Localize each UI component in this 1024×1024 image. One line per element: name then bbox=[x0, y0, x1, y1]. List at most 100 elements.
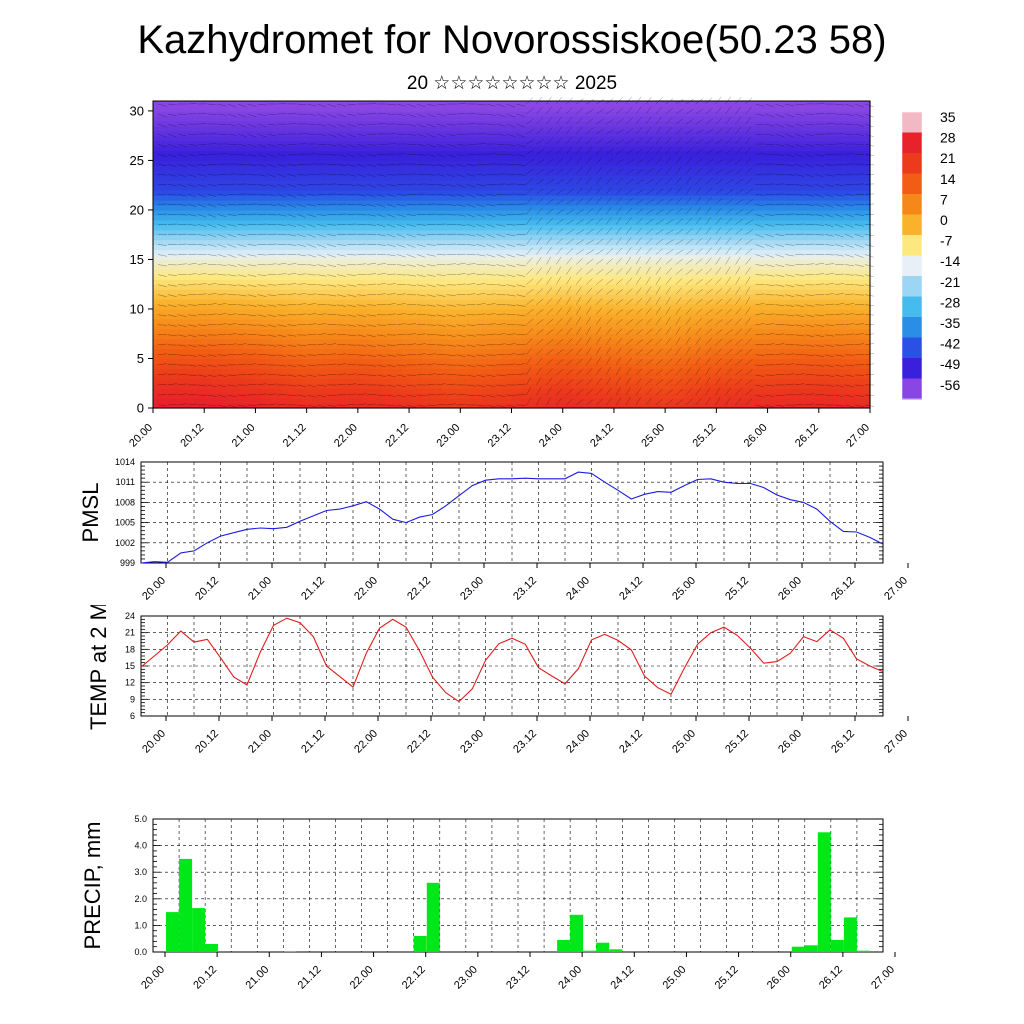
x-tick-label: 22.00 bbox=[348, 964, 376, 992]
y-tick-label: 5.0 bbox=[134, 814, 147, 824]
precip-bar bbox=[804, 945, 818, 952]
temperature-wind-cross-section: 0 5 10 15 20 25 30 20.00 20.12 21.00 21.12 22.00 22.… bbox=[127, 96, 960, 450]
x-tick-label: 23.00 bbox=[458, 728, 486, 756]
x-tick-label: 24.00 bbox=[556, 964, 584, 992]
colorbar-label: 7 bbox=[940, 191, 948, 207]
y-tick-label: 9 bbox=[130, 694, 135, 704]
x-tick-label: 26.12 bbox=[817, 964, 845, 992]
x-tick-label: 20.12 bbox=[178, 422, 206, 450]
colorbar-label: -35 bbox=[940, 315, 960, 331]
colorbar-swatch bbox=[902, 173, 922, 195]
colorbar-swatch bbox=[902, 296, 922, 318]
x-tick-label: 22.12 bbox=[405, 728, 433, 756]
y-axis-title: PMSL bbox=[78, 483, 103, 543]
series-line bbox=[140, 471, 884, 564]
y-tick-label: 15 bbox=[125, 661, 135, 671]
x-tick-label: 24.12 bbox=[588, 422, 616, 450]
x-tick-label: 26.00 bbox=[776, 728, 804, 756]
x-tick-label: 21.12 bbox=[281, 422, 309, 450]
page-subtitle: 20 ☆☆☆☆☆☆☆☆ 2025 bbox=[406, 73, 618, 94]
x-tick-label: 24.12 bbox=[608, 964, 636, 992]
precip-bar bbox=[192, 908, 206, 952]
y-tick-label: 1005 bbox=[115, 518, 135, 528]
x-tick-label: 22.00 bbox=[332, 422, 360, 450]
x-tick-label: 24.12 bbox=[617, 575, 645, 600]
pmsl-chart: 999 1002 1005 1008 1011 1014 20.00 20.12 21.00 21… bbox=[78, 457, 910, 600]
y-tick-label: 30 bbox=[130, 103, 144, 118]
x-tick-label: 26.00 bbox=[742, 422, 770, 450]
grid bbox=[153, 819, 883, 952]
precip-bar bbox=[817, 832, 831, 952]
x-tick-label: 25.00 bbox=[661, 964, 689, 992]
x-tick-label: 21.12 bbox=[299, 728, 327, 756]
precip-bar bbox=[830, 940, 844, 952]
colorbar-swatch bbox=[902, 112, 922, 134]
colorbar: 35 28 21 14 7 0 -7 -14 -21 -28 -35 -42 -49 -56 bbox=[901, 109, 960, 400]
y-tick-label: 20 bbox=[130, 202, 144, 217]
y-tick-label: 25 bbox=[130, 153, 144, 168]
precip-bar bbox=[179, 858, 193, 952]
y-tick-label: 0 bbox=[137, 401, 144, 416]
x-tick-label: 27.00 bbox=[844, 422, 872, 450]
x-tick-label: 27.00 bbox=[882, 728, 910, 756]
y-axis-title: PRECIP, mm bbox=[80, 822, 105, 950]
x-tick-label: 23.12 bbox=[511, 728, 539, 756]
y-tick-label: 3.0 bbox=[134, 867, 147, 877]
y-tick-label: 1002 bbox=[115, 538, 135, 548]
x-tick-label: 24.12 bbox=[617, 728, 645, 756]
colorbar-swatch bbox=[902, 194, 922, 216]
x-tick-label: 24.00 bbox=[564, 575, 592, 600]
x-tick-label: 22.12 bbox=[400, 964, 428, 992]
x-tick-label: 20.00 bbox=[140, 575, 168, 600]
x-tick-label: 20.12 bbox=[193, 728, 221, 756]
y-tick-label: 6 bbox=[130, 711, 135, 721]
x-tick-label: 27.00 bbox=[882, 575, 910, 600]
x-tick-label: 25.12 bbox=[723, 728, 751, 756]
colorbar-swatch bbox=[902, 153, 922, 175]
y-tick-label: 5 bbox=[137, 351, 144, 366]
x-tick-label: 25.12 bbox=[723, 575, 751, 600]
y-tick-label: 12 bbox=[125, 678, 135, 688]
plot-frame bbox=[152, 818, 884, 953]
x-tick-label: 26.12 bbox=[793, 422, 821, 450]
x-tick-label: 21.00 bbox=[230, 422, 258, 450]
x-tick-label: 27.00 bbox=[869, 964, 897, 992]
x-tick-label: 26.12 bbox=[829, 575, 857, 600]
colorbar-label: 35 bbox=[940, 109, 956, 125]
x-tick-label: 26.12 bbox=[829, 728, 857, 756]
plot-frame bbox=[140, 461, 884, 564]
x-tick-label: 23.12 bbox=[486, 422, 514, 450]
y-tick-label: 1008 bbox=[115, 497, 135, 507]
precip-bar bbox=[557, 940, 571, 952]
y-axis-title: TEMP at 2 M bbox=[86, 605, 111, 730]
x-tick-label: 24.00 bbox=[537, 422, 565, 450]
precip-bar bbox=[843, 917, 857, 952]
x-tick-label: 25.00 bbox=[670, 728, 698, 756]
y-tick-label: 1014 bbox=[115, 457, 135, 467]
x-tick-label: 20.12 bbox=[193, 575, 221, 600]
colorbar-label: -49 bbox=[940, 356, 960, 372]
precip-bar bbox=[283, 951, 297, 952]
x-tick-label: 25.00 bbox=[639, 422, 667, 450]
colorbar-swatch bbox=[902, 276, 922, 298]
x-tick-label: 26.00 bbox=[776, 575, 804, 600]
page-title: Kazhydromet for Novorossiskoe(50.23 58) bbox=[137, 18, 887, 62]
temp-2m-chart: 6 9 12 15 18 21 24 20.00 20.12 21.00 21.12 22.00 22.… bbox=[86, 605, 910, 756]
y-tick-label: 2.0 bbox=[134, 894, 147, 904]
precip-bar bbox=[166, 912, 179, 952]
colorbar-swatch bbox=[902, 214, 922, 236]
y-tick-label: 10 bbox=[130, 301, 144, 316]
temp-2m-series bbox=[140, 617, 884, 703]
colorbar-swatch bbox=[902, 255, 922, 277]
colorbar-label: 21 bbox=[940, 150, 956, 166]
x-tick-label: 20.00 bbox=[139, 964, 167, 992]
y-tick-label: 18 bbox=[125, 644, 135, 654]
x-tick-label: 25.12 bbox=[713, 964, 741, 992]
pmsl-series bbox=[140, 471, 884, 564]
precip-chart: 0.0 1.0 2.0 3.0 4.0 5.0 20.00 20.12 21.00 21.12 22… bbox=[80, 814, 897, 992]
colorbar-label: -28 bbox=[940, 294, 960, 310]
colorbar-label: -7 bbox=[940, 233, 953, 249]
colorbar-label: -14 bbox=[940, 253, 960, 269]
x-tick-label: 23.00 bbox=[452, 964, 480, 992]
y-tick-label: 0.0 bbox=[134, 947, 147, 957]
